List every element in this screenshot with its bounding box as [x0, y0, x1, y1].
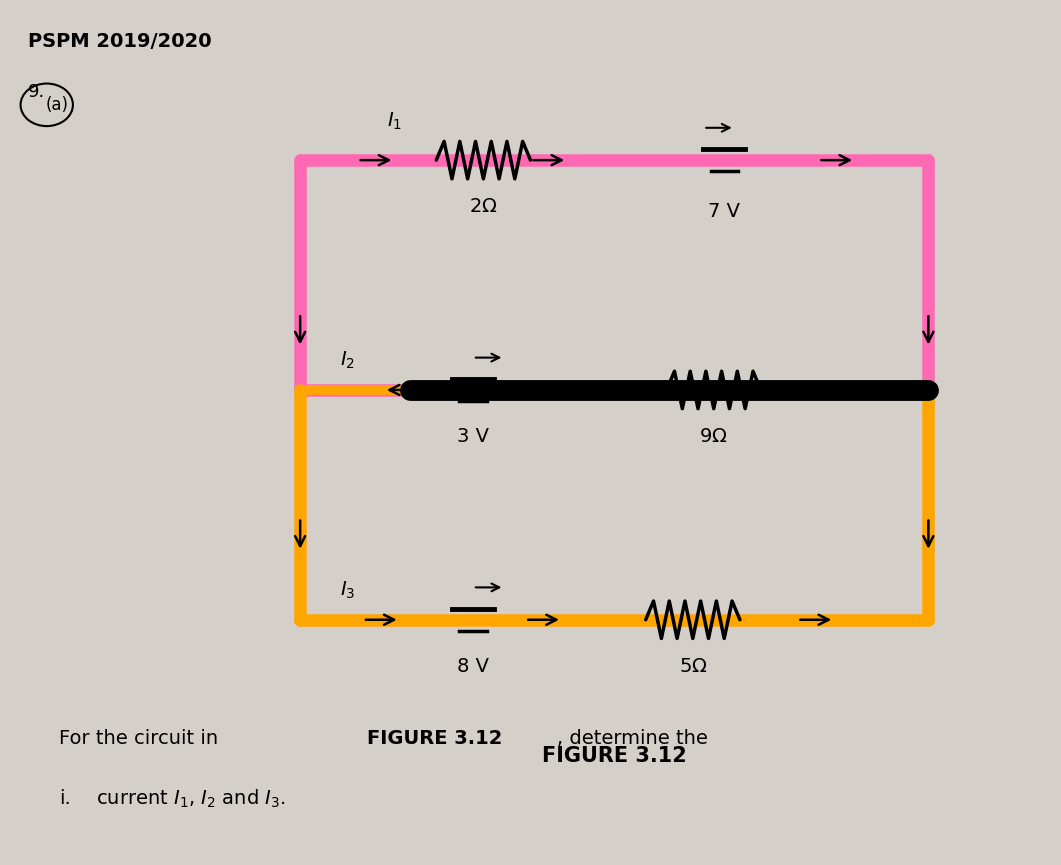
- Text: PSPM 2019/2020: PSPM 2019/2020: [28, 33, 211, 52]
- Text: FIGURE 3.12: FIGURE 3.12: [367, 729, 503, 748]
- Text: $I_3$: $I_3$: [340, 580, 354, 600]
- Text: $I_2$: $I_2$: [340, 349, 354, 371]
- Text: 3 V: 3 V: [457, 427, 489, 446]
- Text: (a): (a): [46, 96, 69, 114]
- Text: FIGURE 3.12: FIGURE 3.12: [542, 746, 686, 766]
- Text: 9$\Omega$: 9$\Omega$: [699, 427, 728, 446]
- Text: 7 V: 7 V: [708, 202, 741, 221]
- Text: 2$\Omega$: 2$\Omega$: [469, 197, 498, 216]
- Text: $I_1$: $I_1$: [387, 112, 402, 132]
- Text: 9.: 9.: [28, 83, 46, 101]
- Text: 8 V: 8 V: [457, 657, 489, 676]
- Text: 5$\Omega$: 5$\Omega$: [679, 657, 707, 676]
- Text: current $I_1$, $I_2$ and $I_3$.: current $I_1$, $I_2$ and $I_3$.: [95, 787, 285, 810]
- Text: i.: i.: [59, 789, 71, 808]
- Text: For the circuit in: For the circuit in: [59, 729, 225, 748]
- Text: , determine the: , determine the: [557, 729, 708, 748]
